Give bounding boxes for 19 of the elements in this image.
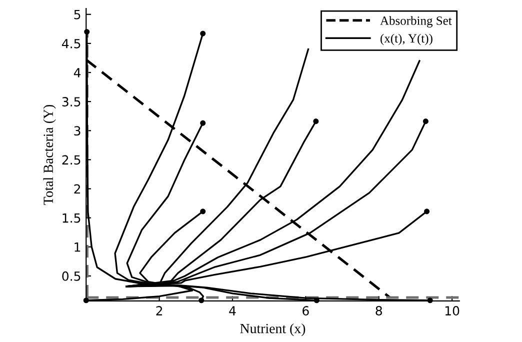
x-tick-label: 4 — [229, 306, 236, 316]
x-tick-label: 10 — [445, 306, 460, 316]
y-tick-label: 3 — [74, 126, 80, 136]
x-tick-label: 8 — [376, 306, 382, 316]
x-tick-label: 6 — [302, 306, 309, 316]
y-tick-label: 4 — [74, 68, 81, 78]
legend-label: Absorbing Set — [380, 16, 452, 28]
y-tick-label: 0.5 — [62, 271, 80, 281]
y-tick-label: 4.5 — [62, 39, 80, 48]
y-tick-label: 5 — [74, 10, 80, 20]
x-axis-title: Nutrient (x) — [240, 323, 306, 336]
y-tick-label: 1 — [74, 242, 80, 252]
x-tick-label: 2 — [156, 306, 162, 316]
y-tick-label: 2.5 — [62, 155, 80, 165]
y-tick-label: 1.5 — [62, 213, 80, 223]
y-tick-label: 2 — [74, 184, 80, 194]
y-axis-title: Total Bacteria (Y) — [43, 104, 56, 205]
legend-label: (x(t), Y(t)) — [380, 34, 432, 46]
y-tick-label: 3.5 — [62, 97, 80, 106]
